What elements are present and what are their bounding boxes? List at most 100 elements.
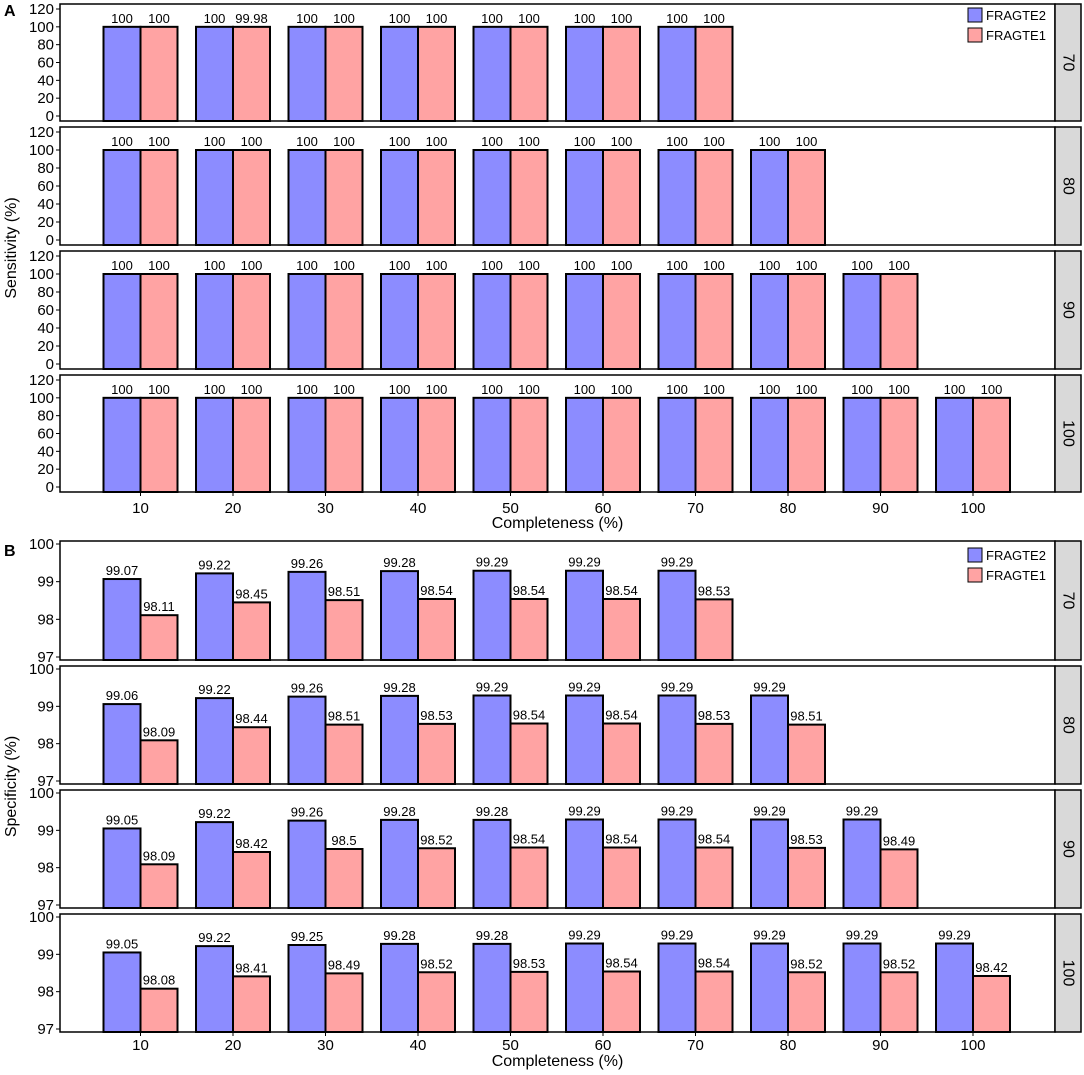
data-label-fragte1: 98.52 [420,956,453,971]
y-tick-label: 40 [37,443,54,460]
facet-strip-label: 80 [1060,177,1077,195]
legend-swatch-fragte2 [967,7,983,23]
bar-fragte2-60 [565,25,604,122]
data-label-fragte2: 99.28 [476,804,509,819]
y-tick-label: 97 [37,1021,54,1038]
bar-fragte2-10 [102,703,142,785]
y-tick-label: 97 [37,897,54,914]
x-tick-label: 40 [410,500,427,517]
data-label-fragte1: 98.53 [698,583,731,598]
data-label-fragte2: 99.05 [106,936,139,951]
bar-fragte1-30 [324,273,364,370]
data-label-fragte1: 98.54 [605,832,638,847]
data-label-fragte2: 100 [204,134,226,149]
data-label-fragte1: 98.54 [698,832,731,847]
bar-fragte1-40 [417,847,456,910]
data-label-fragte2: 99.05 [106,812,139,827]
bar-fragte2-30 [287,25,327,122]
bar-fragte1-30 [324,149,364,246]
data-label-fragte2: 99.06 [106,688,139,703]
x-axis-title: Completeness (%) [492,1053,624,1070]
legend-swatch-fragte2 [967,547,983,563]
x-tick-label: 70 [687,500,704,517]
bar-fragte1-20 [232,149,271,246]
bar-fragte2-10 [102,273,142,370]
y-tick-label: 98 [37,860,54,877]
data-label-fragte1: 100 [703,382,725,397]
y-axis-title: Sensitivity (%) [3,197,20,298]
bar-fragte2-60 [565,818,604,909]
data-label-fragte1: 100 [148,382,170,397]
y-tick-label: 60 [37,426,54,443]
bar-fragte2-40 [380,694,419,786]
data-label-fragte2: 99.29 [661,928,694,943]
bar-fragte1-10 [139,739,179,785]
bar-fragte2-20 [195,273,234,370]
bar-fragte2-10 [102,827,142,910]
data-label-fragte1: 100 [611,11,633,26]
data-label-fragte1: 98.54 [698,956,731,971]
bar-fragte1-70 [694,598,734,661]
facet-70: 100 100 100 100 100 100 100 100 99.98 100 100 100 10… [29,1,1082,125]
bar-fragte2-80 [750,149,789,246]
data-label-fragte1: 98.54 [605,583,638,598]
facet-strip-label: 100 [1060,420,1077,447]
legend-label-fragte1: FRAGTE1 [986,568,1046,583]
data-label-fragte2: 99.25 [291,929,324,944]
bar-fragte1-70 [694,970,734,1033]
legend-label-fragte2: FRAGTE2 [986,548,1046,563]
data-label-fragte1: 98.54 [513,832,546,847]
bar-fragte2-30 [287,819,327,909]
data-label-fragte1: 100 [703,11,725,26]
data-label-fragte2: 99.28 [383,680,416,695]
bar-fragte2-40 [380,396,419,494]
y-tick-label: 100 [29,266,54,283]
y-tick-label: 99 [37,574,54,591]
bar-fragte1-90 [879,848,919,910]
x-tick-label: 60 [595,1037,612,1054]
data-label-fragte2: 99.26 [291,805,324,820]
data-label-fragte2: 100 [296,382,318,397]
facet-strip-label: 90 [1060,840,1077,858]
bar-fragte2-80 [750,694,789,785]
data-label-fragte2: 99.29 [846,928,879,943]
data-label-fragte2: 99.29 [568,928,601,943]
data-label-fragte2: 99.29 [753,928,786,943]
y-tick-label: 98 [37,984,54,1001]
data-label-fragte1: 98.09 [143,848,176,863]
bar-fragte2-80 [750,273,789,370]
bar-fragte2-40 [380,25,419,122]
y-tick-label: 100 [29,909,54,926]
facet-strip [1054,913,1082,1033]
bar-fragte2-60 [565,149,604,246]
legend-label-fragte2: FRAGTE2 [986,8,1046,23]
y-tick-label: 40 [37,320,54,337]
data-label-fragte2: 100 [759,134,781,149]
data-label-fragte2: 99.28 [476,928,509,943]
x-tick-label: 90 [872,500,889,517]
bar-fragte1-10 [139,273,179,370]
bar-fragte2-10 [102,578,142,662]
data-label-fragte1: 98.54 [605,956,638,971]
bar-fragte2-50 [472,569,512,662]
data-label-fragte2: 99.28 [383,928,416,943]
data-label-fragte1: 98.54 [513,708,546,723]
bar-fragte2-90 [842,273,882,370]
y-tick-label: 0 [46,108,54,125]
data-label-fragte2: 99.29 [661,804,694,819]
data-label-fragte1: 98.53 [790,832,823,847]
bar-fragte2-60 [565,396,604,494]
data-label-fragte2: 100 [759,258,781,273]
bar-fragte1-40 [417,273,456,370]
data-label-fragte1: 100 [796,134,818,149]
bar-fragte1-100 [972,974,1011,1034]
y-tick-label: 20 [37,461,54,478]
bar-fragte2-50 [472,694,512,785]
data-label-fragte1: 100 [703,258,725,273]
bar-fragte2-70 [657,273,697,370]
data-label-fragte1: 100 [796,258,818,273]
data-label-fragte2: 100 [389,134,411,149]
